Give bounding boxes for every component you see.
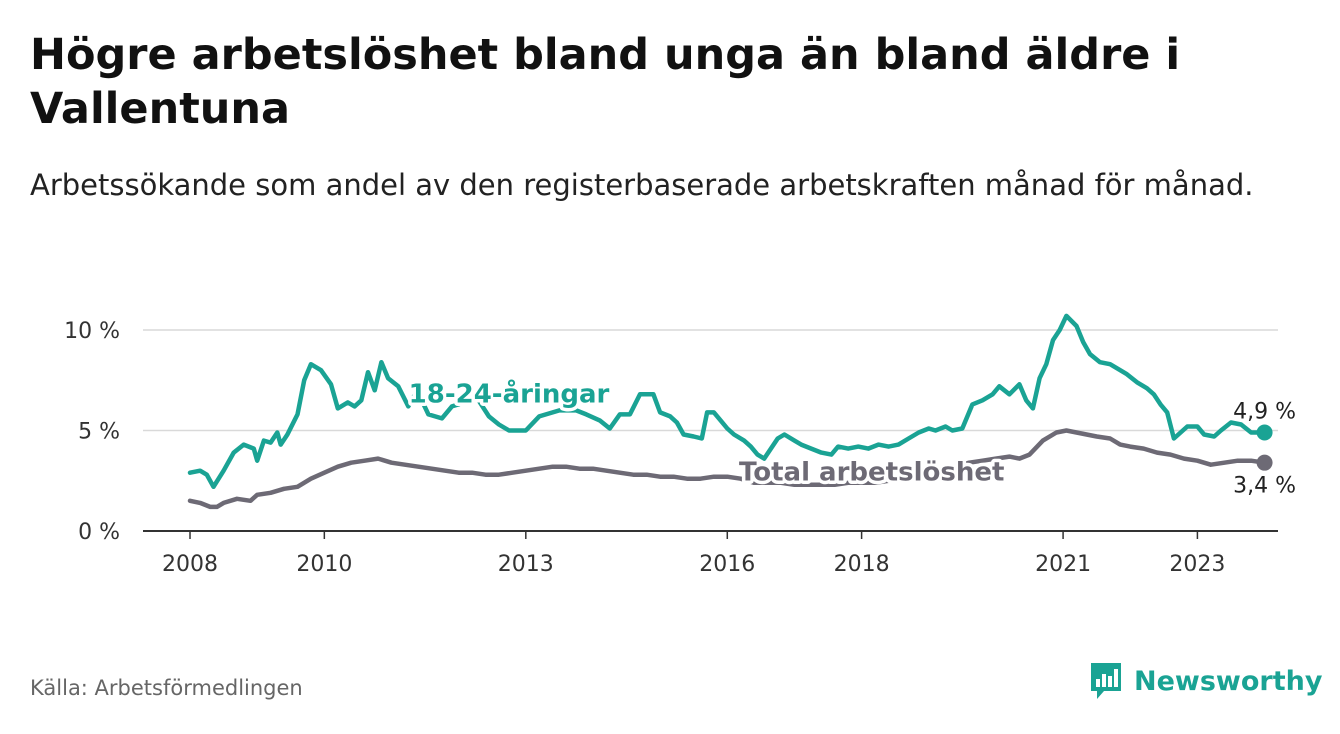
- x-tick-label: 2018: [834, 552, 890, 577]
- x-axis-tick-labels: 2008 2010 2013 2016 2018 2021 2023: [162, 531, 1225, 577]
- chart-annotations: 4,9 % 3,4 % 18-24-åringar Total arbetslöshe…: [405, 374, 1296, 499]
- line-chart: 0 %5 %10 % 2008 2010 2013 2016 2018 2021 2023 …: [64, 313, 1296, 577]
- series-end-label-18-24-ringar: 4,9 %: [1233, 400, 1296, 425]
- series-name-label: Total arbetslöshet: [739, 458, 1004, 488]
- brand-logo[interactable]: Newsworthy: [1088, 660, 1322, 702]
- series-line-total-arbetsl-shet: [187, 428, 1267, 510]
- brand-name: Newsworthy: [1134, 665, 1323, 697]
- chart-series-lines: [187, 313, 1273, 510]
- series-end-label-total-arbetsl-shet: 3,4 %: [1233, 474, 1296, 499]
- x-tick-label: 2008: [162, 552, 218, 577]
- x-tick-label: 2023: [1169, 552, 1225, 577]
- page-subtitle: Arbetssökande som andel av den registerb…: [30, 168, 1254, 202]
- newsworthy-logo-icon: [1091, 663, 1121, 699]
- y-axis-tick-labels: 0 % 5 % 10 %: [64, 319, 120, 545]
- series-line-18-24-ringar: [187, 313, 1267, 490]
- series-name-label: 18-24-åringar: [409, 377, 610, 409]
- x-tick-label: 2010: [296, 552, 352, 577]
- y-tick-label: 5 %: [78, 420, 120, 445]
- chart-gridlines: [143, 329, 1278, 532]
- x-tick-label: 2021: [1035, 552, 1091, 577]
- page-title: Högre arbetslöshet bland unga än bland ä…: [30, 30, 1181, 134]
- series-end-point-18-24-ringar: [1256, 424, 1273, 441]
- x-tick-label: 2016: [699, 552, 755, 577]
- y-tick-label: 10 %: [64, 319, 120, 344]
- source-credit: Källa: Arbetsförmedlingen: [30, 676, 303, 700]
- series-end-point-total-arbetsl-shet: [1256, 454, 1273, 471]
- y-tick-label: 0 %: [78, 520, 120, 545]
- x-tick-label: 2013: [498, 552, 554, 577]
